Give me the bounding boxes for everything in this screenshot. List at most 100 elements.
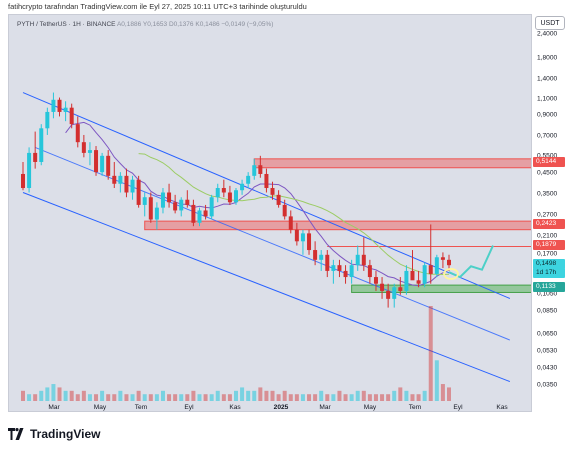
currency-button[interactable]: USDT bbox=[535, 16, 565, 30]
volume-bar bbox=[240, 387, 245, 401]
volume-bar bbox=[136, 390, 141, 401]
moving-average-8 bbox=[65, 121, 450, 287]
volume-bar bbox=[428, 306, 433, 401]
volume-bar bbox=[39, 390, 44, 401]
candle-body bbox=[27, 152, 32, 189]
price-label: 0,5144 bbox=[533, 156, 565, 167]
candle-body bbox=[118, 175, 123, 184]
price-tick: 0,2700 bbox=[537, 211, 558, 219]
price-tick: 0,3500 bbox=[537, 190, 558, 198]
candle-body bbox=[33, 152, 38, 162]
candle-body bbox=[51, 99, 56, 112]
price-tick: 0,0350 bbox=[537, 381, 558, 389]
volume-bar bbox=[203, 394, 208, 401]
candle-body bbox=[440, 257, 445, 260]
volume-bar bbox=[270, 390, 275, 401]
candle-body bbox=[447, 259, 451, 266]
candle-body bbox=[307, 233, 312, 251]
candle-body bbox=[69, 107, 74, 125]
zone-support-2 bbox=[351, 284, 531, 293]
time-tick: May bbox=[93, 404, 107, 411]
candle-body bbox=[227, 192, 232, 203]
volume-bar bbox=[337, 390, 342, 401]
chart-canvas[interactable]: PYTH / TetherUS · 1H · BINANCE A0,1886 Y… bbox=[8, 14, 532, 412]
volume-bar bbox=[221, 394, 226, 401]
price-tick: 0,1700 bbox=[537, 250, 558, 258]
price-label: 0,1498 bbox=[533, 259, 565, 270]
volume-bar bbox=[130, 394, 135, 401]
open-value: 0,1886 bbox=[121, 21, 142, 28]
volume-bar bbox=[21, 390, 25, 401]
price-label: 0,2423 bbox=[533, 219, 565, 230]
time-tick: Kas bbox=[496, 404, 508, 411]
volume-bar bbox=[349, 394, 354, 401]
time-tick: Mar bbox=[48, 404, 60, 411]
candle-body bbox=[87, 150, 92, 153]
candle-body bbox=[349, 265, 354, 278]
symbol-name[interactable]: PYTH / TetherUS · 1H · BINANCE bbox=[17, 21, 116, 28]
open-label: A bbox=[116, 21, 122, 28]
volume-bar bbox=[307, 394, 312, 401]
volume-bar bbox=[410, 394, 415, 401]
candle-body bbox=[191, 204, 196, 223]
volume-bar bbox=[167, 394, 172, 401]
candle-body bbox=[106, 155, 111, 176]
time-tick: Mar bbox=[319, 404, 331, 411]
volume-bar bbox=[343, 394, 348, 401]
price-tick: 0,5500 bbox=[537, 153, 557, 160]
low-label: D bbox=[168, 21, 174, 28]
candle-body bbox=[136, 179, 141, 205]
price-label: 0,1879 bbox=[533, 240, 565, 251]
volume-bar bbox=[386, 394, 391, 401]
volume-bar bbox=[404, 390, 409, 401]
volume-bar bbox=[27, 394, 32, 401]
candle-body bbox=[258, 165, 263, 174]
candle-body bbox=[21, 173, 25, 189]
candle-body bbox=[203, 210, 208, 217]
volume-bar bbox=[69, 390, 74, 401]
volume-bar bbox=[154, 394, 159, 401]
volume-bar bbox=[258, 387, 263, 401]
symbol-info-bar: PYTH / TetherUS · 1H · BINANCE A0,1886 Y… bbox=[17, 21, 273, 28]
volume-bar bbox=[361, 390, 366, 401]
candle-body bbox=[130, 179, 135, 193]
volume-bar bbox=[33, 394, 38, 401]
candle-body bbox=[313, 250, 318, 260]
time-tick: 2025 bbox=[273, 404, 289, 411]
price-chart[interactable] bbox=[9, 15, 532, 412]
candle-body bbox=[39, 128, 44, 162]
price-tick: 2,4000 bbox=[537, 30, 558, 38]
price-axis[interactable] bbox=[532, 14, 575, 412]
volume-bar bbox=[112, 394, 117, 401]
volume-bar bbox=[380, 394, 385, 401]
volume-bar bbox=[392, 390, 397, 401]
candle-body bbox=[343, 270, 348, 278]
volume-bar bbox=[191, 390, 196, 401]
volume-bar bbox=[209, 394, 214, 401]
candle-body bbox=[81, 142, 86, 153]
price-tick: 1,4000 bbox=[537, 75, 558, 83]
high-value: 0,1653 bbox=[147, 21, 168, 28]
candle-body bbox=[380, 283, 385, 291]
volume-bar bbox=[63, 390, 68, 401]
candle-body bbox=[373, 277, 378, 284]
price-tick: 1,8000 bbox=[537, 54, 558, 62]
candle-body bbox=[422, 265, 427, 284]
candle-body bbox=[148, 197, 153, 220]
close-label: K bbox=[195, 21, 200, 28]
candle-body bbox=[246, 175, 251, 184]
volume-bar bbox=[87, 394, 92, 401]
candle-body bbox=[276, 194, 281, 205]
volume-bar bbox=[294, 394, 299, 401]
volume-bar bbox=[142, 394, 147, 401]
candle-body bbox=[386, 290, 391, 299]
price-label: 0,1133 bbox=[533, 282, 565, 293]
candle-body bbox=[319, 254, 324, 260]
volume-bar bbox=[252, 390, 257, 401]
moving-average-20 bbox=[138, 153, 450, 276]
volume-bar bbox=[185, 394, 190, 401]
volume-bar bbox=[300, 394, 305, 401]
time-tick: Tem bbox=[134, 404, 148, 411]
candle-body bbox=[282, 204, 287, 217]
tradingview-logo[interactable]: TradingView bbox=[8, 424, 100, 444]
